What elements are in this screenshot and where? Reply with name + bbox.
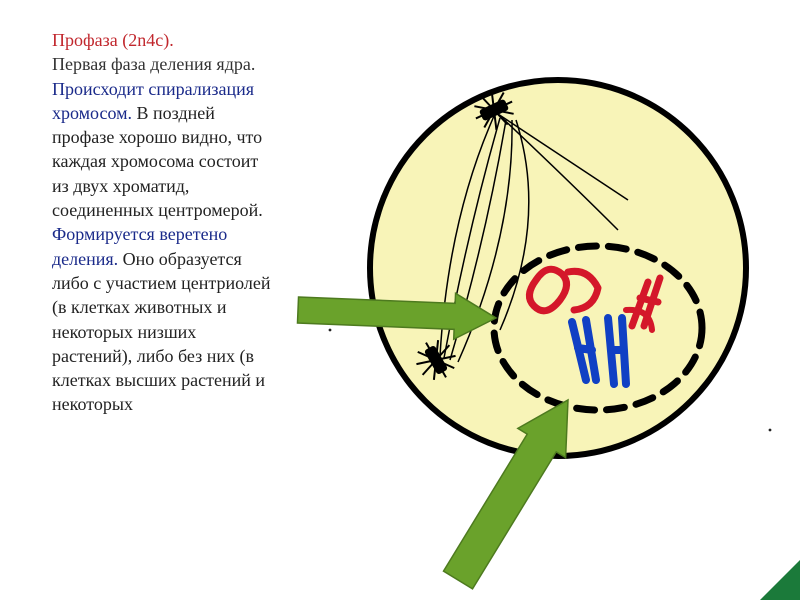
description-column: Профаза (2n4c). Первая фаза деления ядра…: [52, 28, 272, 417]
title: Профаза (2n4c).: [52, 30, 174, 50]
prophase-diagram: [268, 60, 788, 590]
subtitle: Первая фаза деления ядра.: [52, 54, 255, 74]
slide-corner-decoration: [760, 560, 800, 600]
body-2: Оно образуется либо с участием центриоле…: [52, 249, 271, 415]
